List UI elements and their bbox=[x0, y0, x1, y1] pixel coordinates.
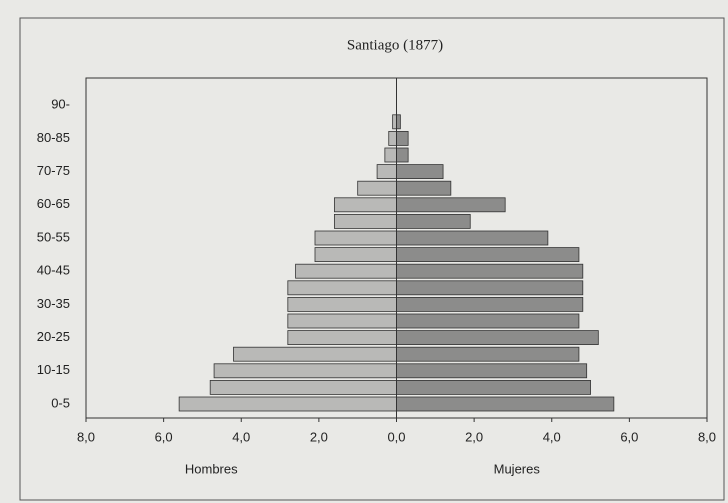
bar bbox=[209, 379, 397, 395]
bar bbox=[396, 180, 452, 196]
bar bbox=[376, 164, 397, 180]
bar bbox=[213, 363, 397, 379]
y-tick-label: 70-75 bbox=[37, 163, 70, 178]
y-tick-label: 0-5 bbox=[51, 395, 70, 410]
x-tick-label: 2,0 bbox=[310, 429, 328, 444]
x-tick-label: 6,0 bbox=[155, 429, 173, 444]
y-tick-label: 30-35 bbox=[37, 296, 70, 311]
bar bbox=[396, 396, 615, 412]
bar bbox=[396, 296, 584, 312]
bar bbox=[295, 263, 397, 279]
bar bbox=[333, 197, 397, 213]
y-tick-label: 80-85 bbox=[37, 130, 70, 145]
y-tick-label: 50-55 bbox=[37, 229, 70, 244]
bar bbox=[396, 330, 599, 346]
bar bbox=[396, 280, 584, 296]
bar bbox=[396, 363, 588, 379]
bar bbox=[396, 213, 471, 229]
bar bbox=[396, 114, 401, 130]
bar bbox=[357, 180, 397, 196]
bar bbox=[233, 346, 397, 362]
bar bbox=[333, 213, 397, 229]
bar bbox=[396, 130, 409, 146]
y-tick-label: 20-25 bbox=[37, 329, 70, 344]
x-tick-label: 4,0 bbox=[543, 429, 561, 444]
bar bbox=[396, 379, 591, 395]
bar bbox=[396, 197, 506, 213]
bar bbox=[178, 396, 397, 412]
x-tick-label: 2,0 bbox=[465, 429, 483, 444]
bar bbox=[287, 330, 397, 346]
bar bbox=[396, 313, 580, 329]
x-tick-label: 8,0 bbox=[698, 429, 716, 444]
bar bbox=[396, 230, 549, 246]
y-tick-label: 90- bbox=[51, 97, 70, 112]
bar bbox=[392, 114, 397, 130]
bar bbox=[396, 346, 580, 362]
y-tick-label: 10-15 bbox=[37, 362, 70, 377]
chart-title: Santiago (1877) bbox=[347, 37, 443, 53]
y-tick-label: 40-45 bbox=[37, 263, 70, 278]
x-tick-label: 8,0 bbox=[77, 429, 95, 444]
frame bbox=[19, 17, 725, 501]
bar bbox=[396, 247, 580, 263]
bar bbox=[384, 147, 397, 163]
legend-label: Mujeres bbox=[494, 461, 541, 476]
bar bbox=[388, 130, 397, 146]
y-tick-label: 60-65 bbox=[37, 196, 70, 211]
bar bbox=[396, 164, 444, 180]
legend-label: Hombres bbox=[185, 461, 238, 476]
bar bbox=[396, 147, 409, 163]
x-tick-label: 4,0 bbox=[232, 429, 250, 444]
x-tick-label: 0,0 bbox=[387, 429, 405, 444]
bar bbox=[287, 313, 397, 329]
bar bbox=[314, 230, 397, 246]
bar bbox=[314, 247, 397, 263]
x-tick-label: 6,0 bbox=[620, 429, 638, 444]
bar bbox=[287, 296, 397, 312]
bar bbox=[396, 263, 584, 279]
bar bbox=[287, 280, 397, 296]
